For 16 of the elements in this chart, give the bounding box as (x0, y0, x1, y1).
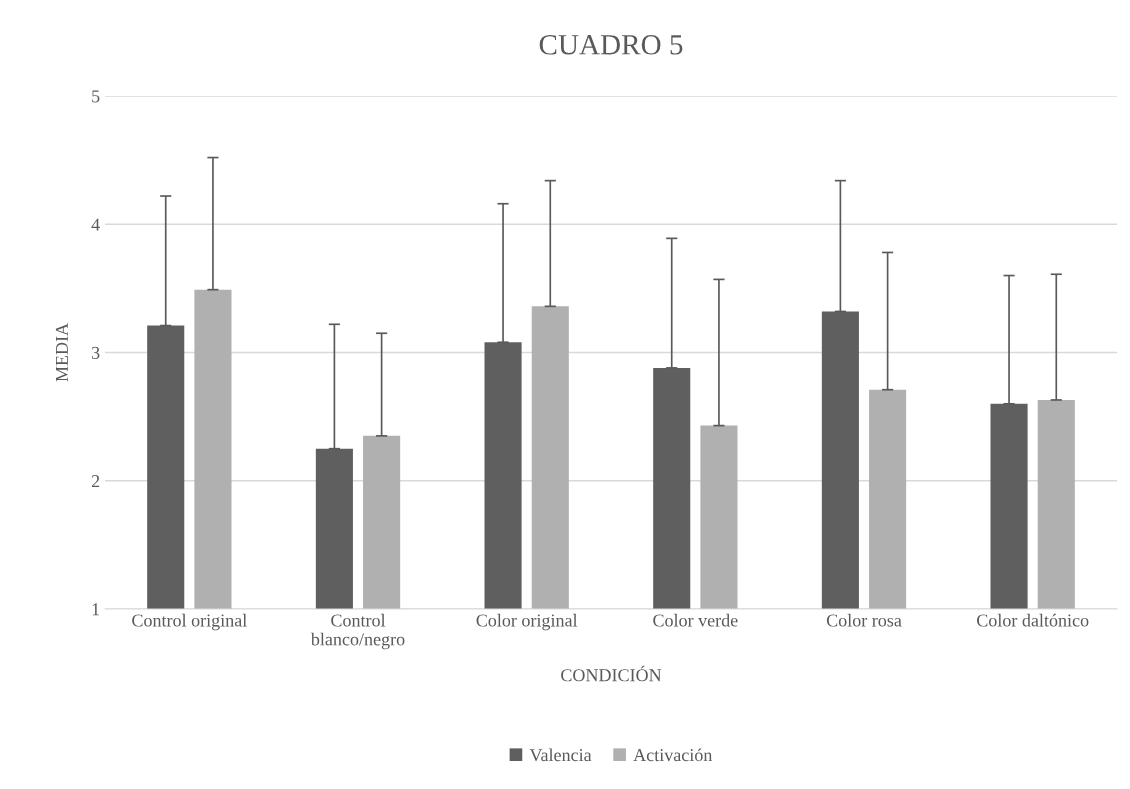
y-tick-label: 3 (91, 346, 100, 359)
y-tick-label: 2 (91, 475, 100, 488)
y-tick-label: 5 (92, 90, 100, 103)
y-axis-title: MEDIA (55, 323, 68, 382)
x-tick-label: Control original (132, 613, 247, 631)
chart-title: CUADRO 5 (539, 35, 683, 55)
x-tick-label: Color verde (653, 613, 738, 627)
legend-label: Activación (633, 748, 713, 762)
legend-label: Valencia (529, 748, 592, 762)
x-tick-label: Color rosa (826, 613, 902, 627)
y-tick-label: 1 (92, 603, 100, 616)
x-tick-label: Control blanco/negro (310, 613, 405, 650)
x-tick-label: Color original (476, 613, 578, 631)
y-tick-label: 4 (91, 218, 100, 231)
x-tick-label: Color daltónico (976, 613, 1089, 627)
x-axis-title: CONDICIÓN (561, 665, 662, 682)
